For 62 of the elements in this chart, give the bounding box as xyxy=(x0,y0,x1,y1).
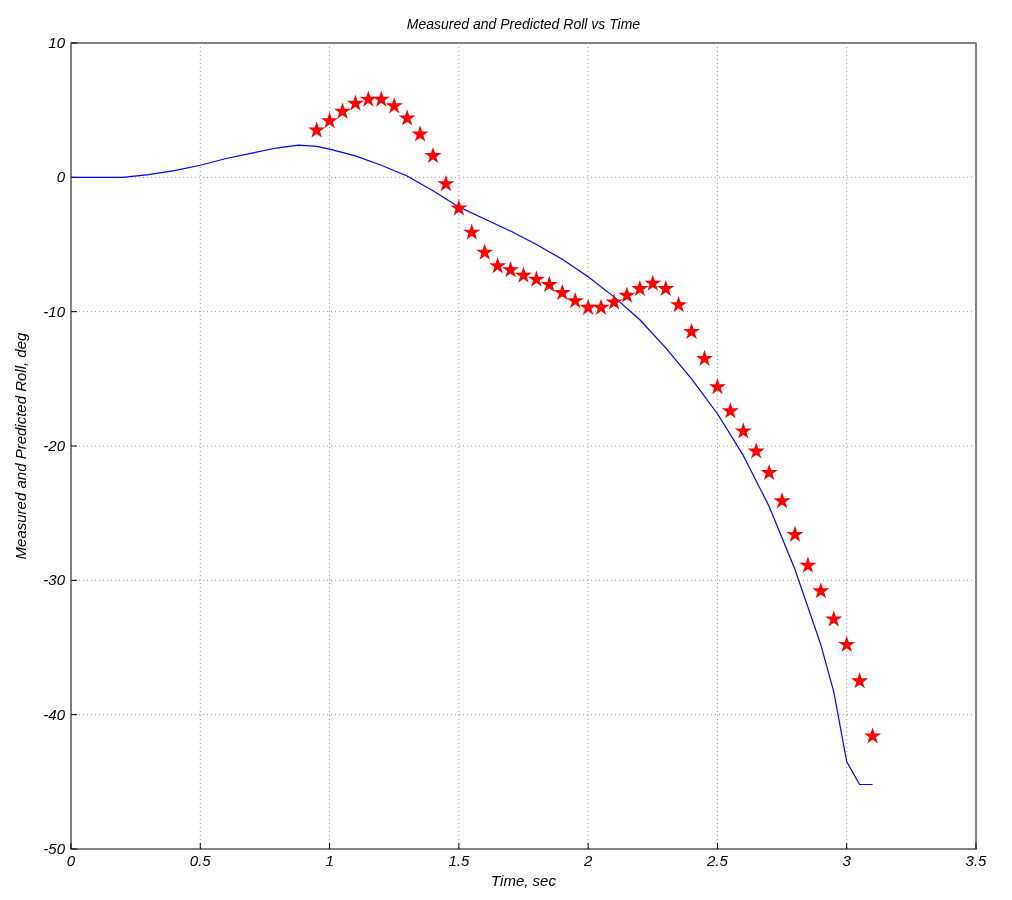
point xyxy=(734,422,752,439)
point xyxy=(579,298,597,315)
point xyxy=(592,298,610,315)
point xyxy=(657,279,675,297)
point xyxy=(605,293,623,310)
point xyxy=(540,275,558,293)
point xyxy=(514,266,533,283)
x-tick-label: 3 xyxy=(842,852,852,869)
point xyxy=(553,283,571,301)
y-tick-label: -20 xyxy=(43,437,66,454)
line-series xyxy=(70,144,874,786)
point xyxy=(812,582,830,599)
y-tick-label: -40 xyxy=(43,705,66,723)
point xyxy=(502,261,520,278)
x-axis-title: Time, sec xyxy=(491,872,557,889)
point xyxy=(683,322,701,340)
point xyxy=(786,525,804,542)
point xyxy=(566,291,584,309)
point xyxy=(489,257,507,274)
point xyxy=(864,727,882,744)
point xyxy=(799,556,817,573)
point xyxy=(372,90,390,107)
point xyxy=(424,146,442,164)
point xyxy=(321,111,339,129)
point xyxy=(463,223,481,240)
y-tick-label: -30 xyxy=(43,571,66,589)
point xyxy=(760,463,778,481)
chart-title: Measured and Predicted Roll vs Time xyxy=(406,16,641,32)
point xyxy=(631,279,649,297)
x-tick-label: 1 xyxy=(325,852,334,869)
point xyxy=(670,296,688,313)
x-tick-label: 0.5 xyxy=(189,852,212,869)
point xyxy=(476,243,494,260)
point xyxy=(721,402,739,419)
point xyxy=(695,349,714,366)
x-tick-label: 2.5 xyxy=(706,852,729,869)
point xyxy=(398,109,416,126)
x-tick-label: 1.5 xyxy=(448,852,470,869)
y-axis-title: Measured and Predicted Roll, deg xyxy=(12,331,29,560)
x-tick-label: 2 xyxy=(582,852,593,869)
point xyxy=(450,199,468,216)
point xyxy=(437,175,455,192)
point xyxy=(346,94,364,111)
point xyxy=(333,102,352,119)
y-tick-label: -50 xyxy=(43,840,66,857)
point xyxy=(385,97,403,114)
y-tick-label: -10 xyxy=(43,302,66,320)
point xyxy=(411,125,429,142)
point xyxy=(747,442,765,459)
y-tick-label: 0 xyxy=(56,168,66,186)
point xyxy=(851,672,869,689)
point xyxy=(527,270,545,287)
x-tick-label: 3.5 xyxy=(965,852,988,869)
point xyxy=(644,274,662,291)
y-tick-label: 10 xyxy=(48,34,66,51)
point xyxy=(708,377,726,395)
point xyxy=(773,492,791,509)
point xyxy=(838,635,856,653)
point xyxy=(618,286,636,303)
point xyxy=(359,90,377,107)
point xyxy=(308,121,326,138)
point xyxy=(825,610,843,627)
